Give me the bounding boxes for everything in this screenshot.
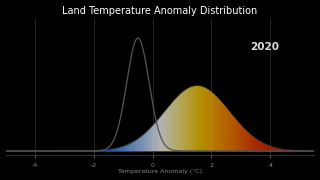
X-axis label: Temperature Anomaly (°C): Temperature Anomaly (°C) <box>118 169 202 174</box>
Text: 2020: 2020 <box>250 42 279 52</box>
Title: Land Temperature Anomaly Distribution: Land Temperature Anomaly Distribution <box>62 6 258 15</box>
